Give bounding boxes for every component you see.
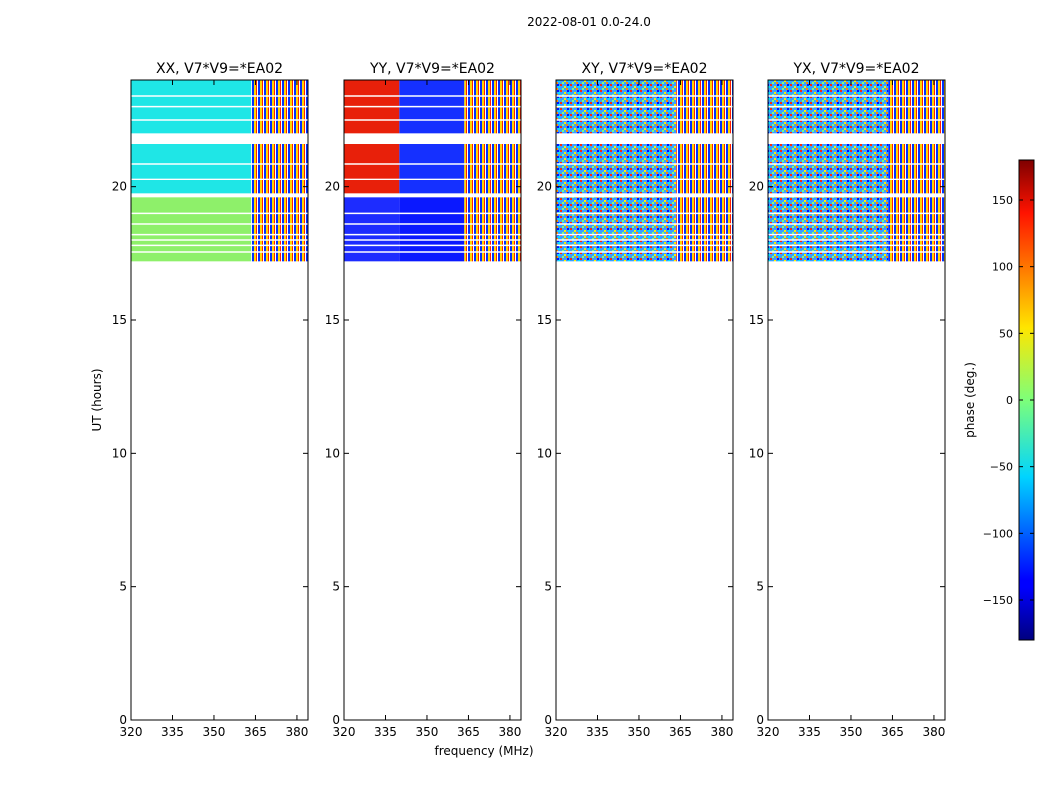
colorbar-tick-label: −50	[990, 461, 1013, 474]
x-tick-label: 335	[161, 725, 184, 739]
data-block-left	[556, 180, 677, 194]
x-tick-label: 365	[457, 725, 480, 739]
data-block-right	[676, 197, 733, 262]
panel-xx: XX, V7*V9=*EA02 320 335 350 365 380 0 5 10 15 20	[112, 61, 309, 739]
panel-frame-yy	[343, 79, 522, 721]
data-block-right	[888, 180, 945, 194]
x-tick-label: 350	[840, 725, 863, 739]
y-tick-label: 5	[332, 580, 340, 594]
data-block-right	[251, 180, 308, 194]
data-block-left	[344, 197, 400, 262]
colorbar-tick-label: −100	[983, 527, 1013, 540]
data-block-left	[768, 180, 889, 194]
data-block-left	[556, 197, 677, 262]
data-block-left	[768, 197, 889, 262]
panel-xy: XY, V7*V9=*EA02 320 335 350 365 380 0 5 10 15 20	[537, 61, 734, 739]
x-tick-label: 365	[881, 725, 904, 739]
panel-frame-xx	[130, 79, 309, 721]
y-axis-label: UT (hours)	[90, 368, 104, 431]
data-block-left	[556, 144, 677, 179]
data-block-right	[464, 197, 521, 262]
x-tick-label: 335	[586, 725, 609, 739]
y-tick-label: 15	[749, 313, 764, 327]
x-tick-label: 335	[374, 725, 397, 739]
data-block-right	[676, 144, 733, 179]
data-block-right	[888, 197, 945, 262]
data-block-mid	[399, 197, 465, 262]
y-tick-label: 20	[749, 180, 764, 194]
y-tick-label: 15	[325, 313, 340, 327]
y-tick-label: 10	[325, 446, 340, 460]
data-block-right	[464, 144, 521, 179]
data-block-left	[131, 180, 252, 194]
x-tick-label: 380	[710, 725, 733, 739]
y-tick-label: 5	[119, 580, 127, 594]
y-tick-label: 5	[756, 580, 764, 594]
x-tick-label: 320	[545, 725, 568, 739]
data-block-right	[251, 197, 308, 262]
colorbar-tick-label: 150	[992, 194, 1013, 207]
data-block-mid	[399, 180, 465, 194]
y-tick-label: 10	[112, 446, 127, 460]
data-block-right	[676, 180, 733, 194]
y-tick-label: 0	[544, 713, 552, 727]
y-tick-label: 20	[325, 180, 340, 194]
y-tick-label: 0	[119, 713, 127, 727]
colorbar-label: phase (deg.)	[963, 362, 977, 438]
panel-frame-yx	[767, 79, 946, 721]
x-tick-label: 365	[244, 725, 267, 739]
data-block-left	[131, 197, 252, 262]
y-tick-label: 10	[749, 446, 764, 460]
data-block-left	[344, 180, 400, 194]
colorbar-tick-label: −150	[983, 594, 1013, 607]
colorbar-ticks: 150 100 50 0 −50 −100 −150	[983, 194, 1034, 607]
colorbar-tick-label: 50	[999, 327, 1013, 340]
x-tick-label: 350	[416, 725, 439, 739]
x-tick-label: 320	[120, 725, 143, 739]
x-tick-label: 320	[757, 725, 780, 739]
y-tick-label: 10	[537, 446, 552, 460]
panel-yx: YX, V7*V9=*EA02 320 335 350 365 380 0 5 10 15 20	[749, 61, 946, 739]
y-tick-label: 20	[537, 180, 552, 194]
x-tick-label: 320	[333, 725, 356, 739]
data-block-left	[344, 144, 400, 179]
data-block-right	[888, 144, 945, 179]
colorbar-tick-label: 100	[992, 261, 1013, 274]
data-block-left	[131, 144, 252, 179]
y-tick-label: 15	[112, 313, 127, 327]
panel-title-xy: XY, V7*V9=*EA02	[582, 61, 708, 77]
panel-frame-xy	[555, 79, 734, 721]
x-tick-label: 380	[285, 725, 308, 739]
x-axis-label: frequency (MHz)	[434, 744, 533, 758]
panel-yy: YY, V7*V9=*EA02 320 335 350 365 380 0 5 10 15 20	[325, 61, 522, 739]
y-tick-label: 0	[756, 713, 764, 727]
y-tick-label: 20	[112, 180, 127, 194]
panel-title-yx: YX, V7*V9=*EA02	[793, 61, 920, 77]
data-block-right	[251, 144, 308, 179]
colorbar: 150 100 50 0 −50 −100 −150 phase (deg.)	[963, 159, 1035, 641]
figure-title: 2022-08-01 0.0-24.0	[527, 15, 651, 29]
x-tick-label: 365	[669, 725, 692, 739]
data-block-left	[768, 144, 889, 179]
x-tick-label: 380	[498, 725, 521, 739]
y-tick-label: 5	[544, 580, 552, 594]
data-block-right	[464, 180, 521, 194]
colorbar-tick-label: 0	[1006, 394, 1013, 407]
x-tick-label: 335	[798, 725, 821, 739]
panel-title-yy: YY, V7*V9=*EA02	[369, 61, 495, 77]
x-tick-label: 350	[203, 725, 226, 739]
y-tick-label: 15	[537, 313, 552, 327]
x-tick-label: 350	[628, 725, 651, 739]
x-tick-label: 380	[922, 725, 945, 739]
data-block-mid	[399, 144, 465, 179]
panel-title-xx: XX, V7*V9=*EA02	[156, 61, 283, 77]
y-tick-label: 0	[332, 713, 340, 727]
